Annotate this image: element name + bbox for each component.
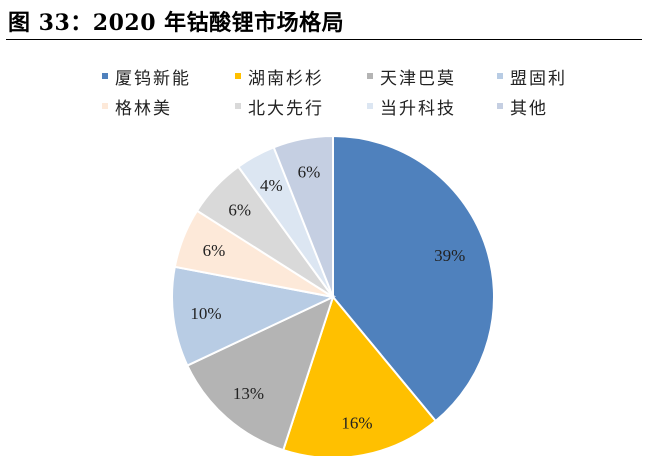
slice-label-hunan-shanshan: 16% bbox=[341, 414, 372, 433]
legend-swatch bbox=[235, 103, 241, 109]
slice-label-xiamen-tungsten: 39% bbox=[434, 246, 465, 265]
figure-header: 图 33：2020 年钴酸锂市场格局 bbox=[6, 0, 642, 40]
legend-label: 其他 bbox=[510, 98, 548, 119]
legend-label: 盟固利 bbox=[510, 68, 567, 89]
legend-label: 厦钨新能 bbox=[115, 68, 191, 89]
legend-item-dangsheng-tech: 当升科技 bbox=[367, 95, 456, 119]
legend-label: 当升科技 bbox=[380, 98, 456, 119]
legend-label: 格林美 bbox=[115, 98, 172, 119]
slice-label-dangsheng-tech: 4% bbox=[260, 176, 283, 195]
legend-item-beida-xianxing: 北大先行 bbox=[235, 95, 324, 119]
pie-slice-xiamen-tungsten bbox=[332, 134, 495, 423]
legend-label: 天津巴莫 bbox=[380, 68, 456, 89]
pie-slice-menggu-li bbox=[170, 265, 337, 367]
legend-swatch bbox=[102, 103, 108, 109]
figure-title: 图 33：2020 年钴酸锂市场格局 bbox=[8, 10, 345, 36]
legend-swatch bbox=[497, 73, 503, 79]
pie-slice-hunan-shanshan bbox=[281, 294, 438, 456]
slice-label-other: 6% bbox=[298, 162, 321, 181]
pie-slice-other bbox=[272, 134, 334, 298]
slice-label-tianjin-bamo: 13% bbox=[233, 384, 264, 403]
legend-swatch bbox=[497, 103, 503, 109]
legend-label: 北大先行 bbox=[248, 98, 324, 119]
legend-item-other: 其他 bbox=[497, 95, 548, 119]
legend-label: 湖南杉杉 bbox=[248, 68, 324, 89]
legend-swatch bbox=[367, 103, 373, 109]
slice-label-menggu-li: 10% bbox=[190, 304, 221, 323]
legend-swatch bbox=[235, 73, 241, 79]
legend-item-gem: 格林美 bbox=[102, 95, 172, 119]
pie-slice-tianjin-bamo bbox=[185, 295, 335, 452]
legend-item-xiamen-tungsten: 厦钨新能 bbox=[102, 65, 191, 89]
legend-item-tianjin-bamo: 天津巴莫 bbox=[367, 65, 456, 89]
legend-item-menggu-li: 盟固利 bbox=[497, 65, 567, 89]
legend-swatch bbox=[367, 73, 373, 79]
slice-label-gem: 6% bbox=[203, 241, 226, 260]
legend-item-hunan-shanshan: 湖南杉杉 bbox=[235, 65, 324, 89]
chart-legend: 厦钨新能 湖南杉杉 天津巴莫 盟固利 格林美 北大先行 当升科技 其他 bbox=[0, 62, 652, 122]
slice-label-beida-xianxing: 6% bbox=[228, 200, 251, 219]
legend-swatch bbox=[102, 73, 108, 79]
